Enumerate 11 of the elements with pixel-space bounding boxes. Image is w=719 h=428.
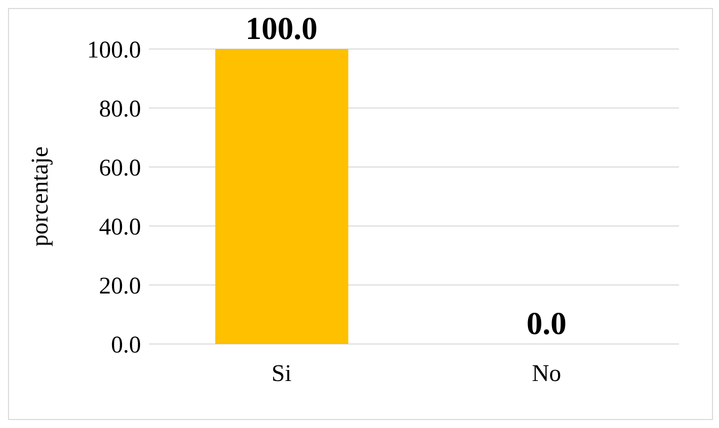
x-tick-label: Si [271,361,292,388]
data-label: 100.0 [246,10,318,46]
y-tick-label: 40.0 [99,214,141,241]
y-tick-label: 20.0 [99,274,141,300]
y-tick-label: 80.0 [99,96,141,123]
y-axis-title: porcentaje [28,146,54,246]
y-tick-label: 60.0 [99,156,141,182]
y-tick-label: 100.0 [87,38,141,64]
x-tick-label: No [532,361,562,388]
y-tick-label: 0.0 [111,332,141,359]
data-label: 0.0 [526,305,566,341]
